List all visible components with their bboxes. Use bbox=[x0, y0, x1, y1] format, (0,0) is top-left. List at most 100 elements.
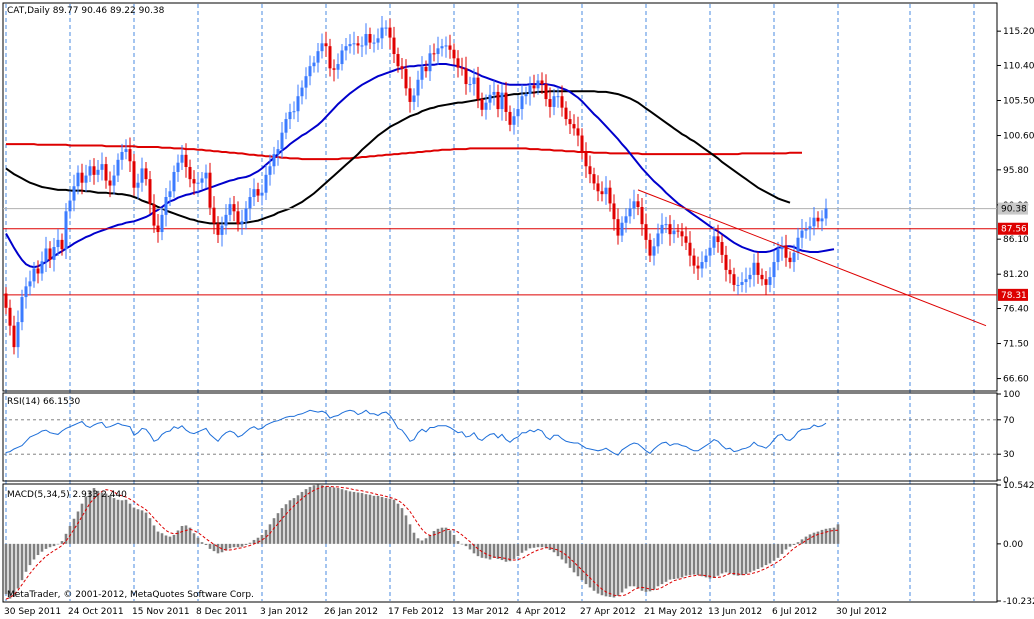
candle-body bbox=[296, 96, 300, 112]
candle bbox=[432, 43, 436, 62]
candle-body bbox=[356, 43, 360, 46]
level-price-label: 78.31 bbox=[1001, 291, 1027, 301]
macd-histogram-bar bbox=[32, 543, 36, 560]
candle bbox=[816, 211, 820, 228]
macd-histogram-bar bbox=[472, 543, 476, 554]
macd-histogram-bar bbox=[568, 543, 572, 568]
candle-body bbox=[124, 149, 128, 152]
price-pane[interactable]: CAT,Daily 89.77 90.46 89.22 90.38 bbox=[2, 2, 998, 392]
candle bbox=[676, 224, 680, 238]
candle bbox=[452, 43, 456, 65]
macd-histogram-bar bbox=[792, 543, 796, 545]
candle-body bbox=[788, 257, 792, 263]
candle-body bbox=[488, 94, 492, 103]
trendline[interactable] bbox=[637, 189, 987, 327]
candle bbox=[364, 23, 368, 55]
candle bbox=[40, 251, 44, 281]
candle-body bbox=[800, 230, 804, 238]
candle-body bbox=[48, 248, 52, 260]
macd-histogram-bar bbox=[420, 540, 424, 544]
candle bbox=[392, 26, 396, 64]
candle bbox=[396, 47, 400, 73]
candle bbox=[20, 289, 24, 331]
candle-body bbox=[216, 223, 220, 235]
candle-body bbox=[208, 172, 212, 208]
horizontal-levels[interactable] bbox=[3, 208, 997, 296]
macd-histogram-bar bbox=[764, 543, 768, 566]
rsi-pane-frame bbox=[2, 392, 998, 482]
macd-histogram-bar bbox=[676, 543, 680, 579]
macd-histogram-bar bbox=[744, 543, 748, 575]
macd-histogram-bar bbox=[816, 531, 820, 544]
candle bbox=[420, 56, 424, 89]
rsi-pane[interactable]: RSI(14) 66.1530 bbox=[2, 392, 998, 482]
macd-histogram-bar bbox=[100, 492, 104, 544]
candle bbox=[720, 234, 724, 264]
candle-body bbox=[200, 178, 204, 183]
candle bbox=[536, 74, 540, 95]
macd-histogram-bar bbox=[92, 488, 96, 544]
macd-histogram-bar bbox=[332, 487, 336, 544]
macd-histogram-bar bbox=[640, 543, 644, 591]
macd-histogram-bar bbox=[76, 511, 80, 544]
candle-body bbox=[768, 277, 772, 285]
candle bbox=[748, 267, 752, 288]
candle-body bbox=[152, 204, 156, 226]
candle bbox=[456, 50, 460, 78]
macd-histogram-bar bbox=[624, 543, 628, 589]
candle-body bbox=[664, 224, 668, 226]
candle bbox=[236, 201, 240, 232]
candle-body bbox=[12, 325, 16, 348]
candle-body bbox=[676, 230, 680, 232]
candle bbox=[648, 233, 652, 263]
macd-histogram-bar bbox=[324, 486, 328, 544]
candle bbox=[488, 84, 492, 110]
moving-averages bbox=[5, 63, 835, 269]
candle-body bbox=[264, 174, 268, 193]
candle-body bbox=[68, 200, 72, 212]
candle-body bbox=[112, 175, 116, 186]
candle bbox=[428, 45, 432, 82]
candle-body bbox=[760, 274, 764, 280]
rsi-tick-label: 70 bbox=[1003, 416, 1015, 426]
macd-histogram-bar bbox=[96, 490, 100, 544]
macd-histogram-bar bbox=[540, 543, 544, 548]
candle-body bbox=[428, 53, 432, 72]
candle bbox=[120, 143, 124, 170]
macd-histogram-bar bbox=[368, 494, 372, 544]
macd-histogram-bar bbox=[616, 543, 620, 596]
candle-body bbox=[140, 168, 144, 183]
macd-histogram-bar bbox=[20, 543, 24, 581]
macd-histogram-bar bbox=[104, 493, 108, 544]
candle bbox=[400, 58, 404, 79]
macd-histogram-bar bbox=[636, 543, 640, 589]
time-tick-label: 3 Jan 2012 bbox=[260, 607, 308, 617]
macd-histogram-bar bbox=[612, 543, 616, 598]
macd-histogram-bar bbox=[424, 538, 428, 544]
candle-body bbox=[240, 221, 244, 225]
macd-histogram-bar bbox=[308, 486, 312, 544]
candle-body bbox=[244, 208, 248, 222]
candle-body bbox=[640, 207, 644, 225]
candle bbox=[280, 121, 284, 159]
candle-body bbox=[308, 66, 312, 77]
candle-body bbox=[260, 192, 264, 196]
candle-body bbox=[720, 242, 724, 255]
candle bbox=[528, 76, 532, 106]
candle-body bbox=[500, 92, 504, 110]
candle-body bbox=[280, 132, 284, 150]
candle-body bbox=[184, 154, 188, 167]
macd-histogram-bar bbox=[784, 543, 788, 550]
candle bbox=[660, 213, 664, 245]
candle-body bbox=[776, 249, 780, 263]
candle bbox=[404, 59, 408, 96]
macd-histogram-bar bbox=[772, 543, 776, 561]
macd-histogram-bar bbox=[252, 539, 256, 544]
trendline-group[interactable] bbox=[637, 189, 987, 327]
macd-pane[interactable]: MACD(5,34,5) 2.933 2.440 MetaTrader, © 2… bbox=[2, 483, 998, 603]
candle bbox=[704, 249, 708, 269]
candle-body bbox=[816, 217, 820, 222]
macd-histogram-bar bbox=[372, 495, 376, 544]
